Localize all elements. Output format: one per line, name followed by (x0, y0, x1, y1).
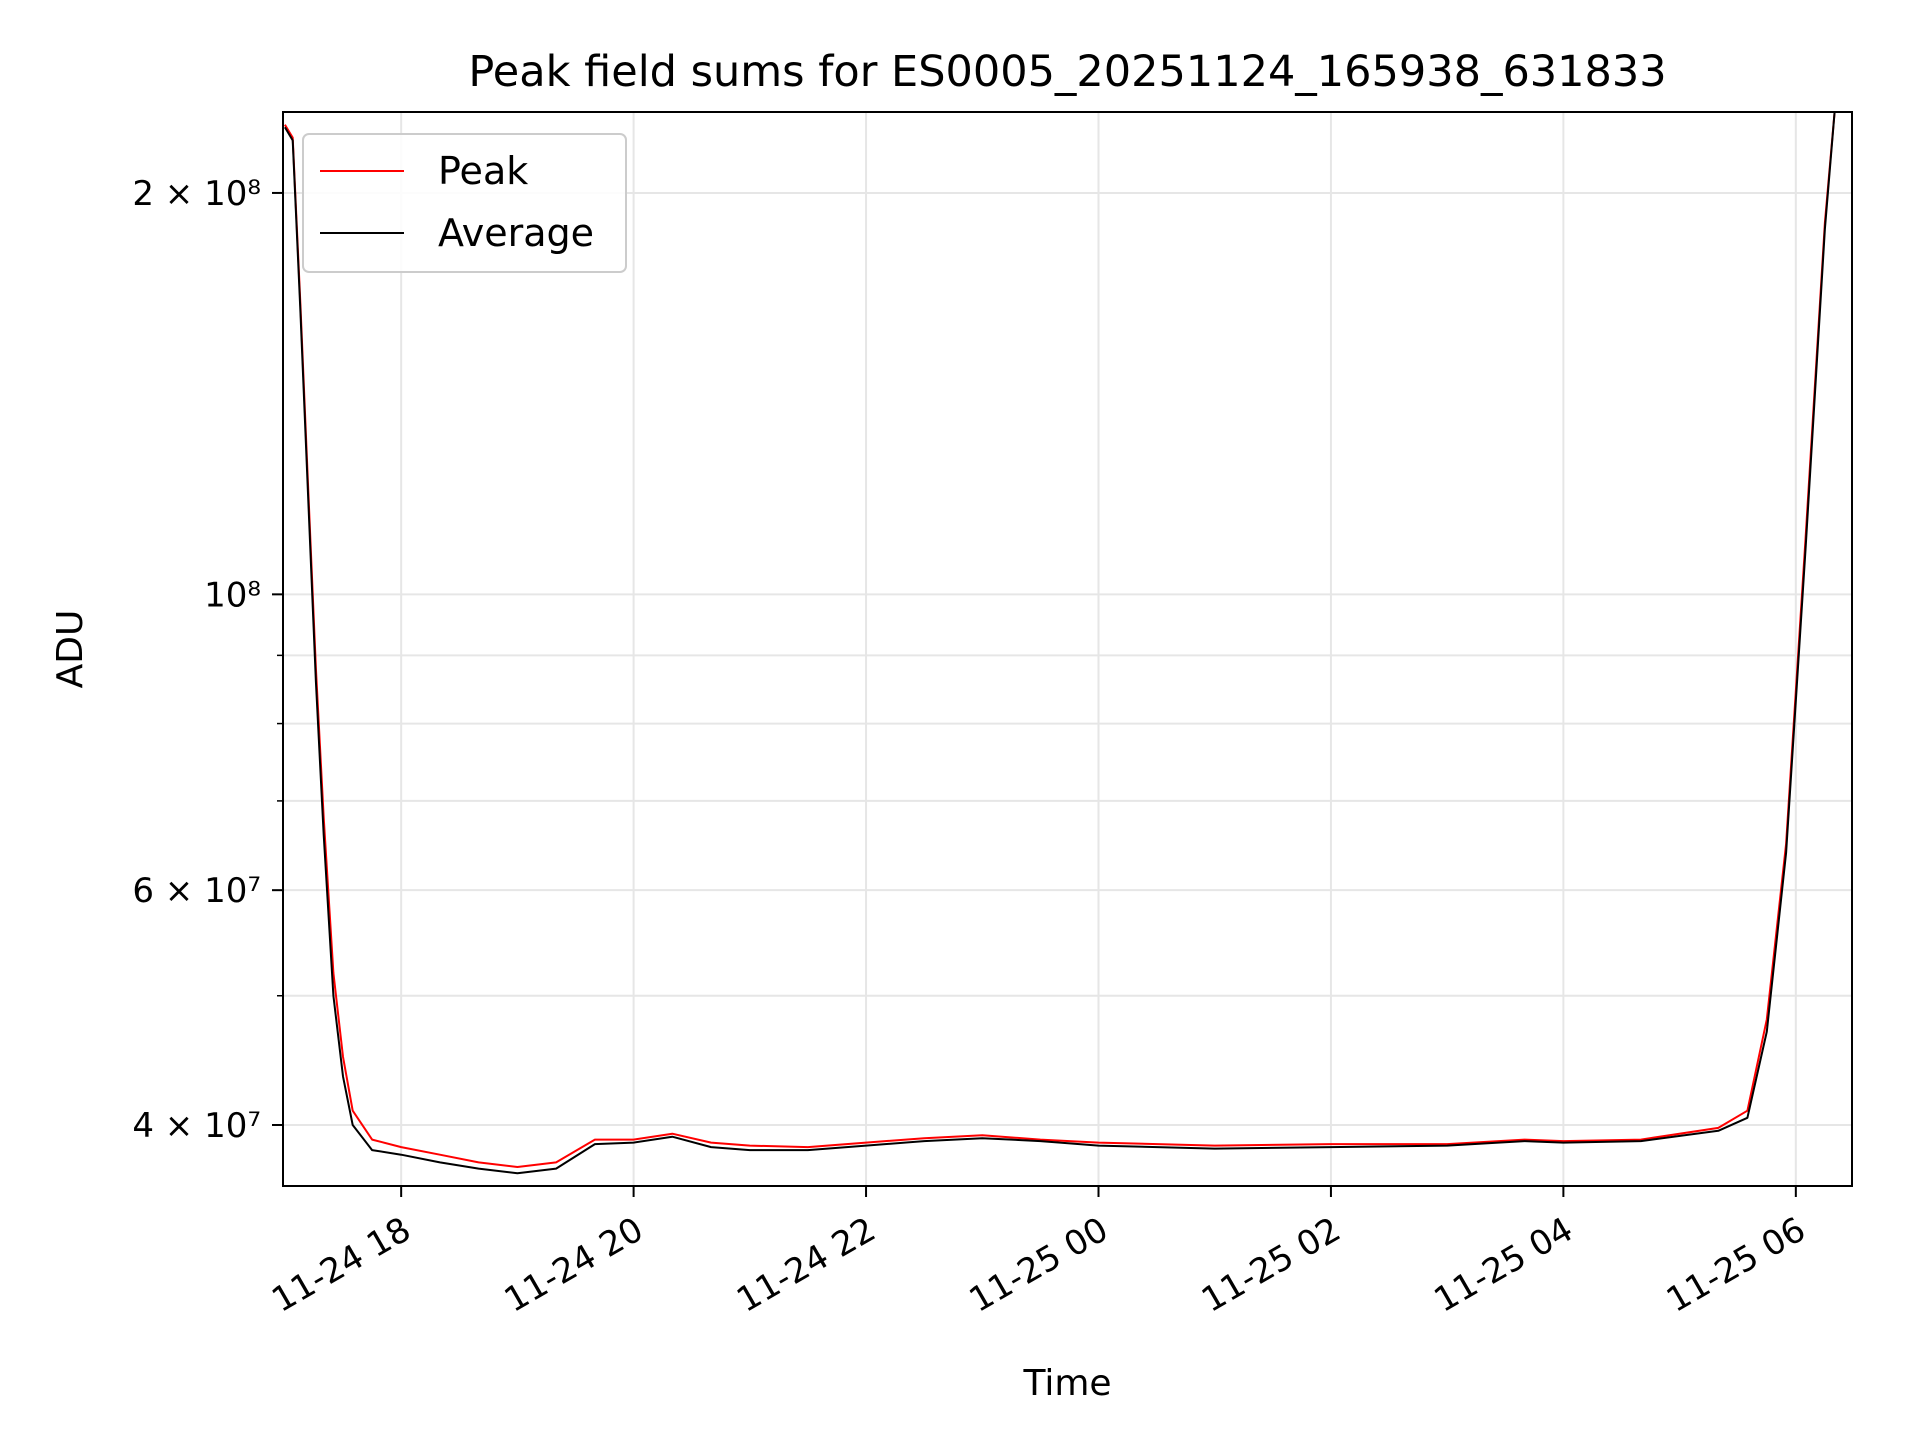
y-axis-label: ADU (50, 610, 91, 689)
series-line-average (284, 112, 1836, 1175)
series-lines (284, 112, 1836, 1175)
x-axis-label: Time (1022, 1363, 1111, 1404)
y-tick-label: 2 × 10⁸ (132, 174, 261, 214)
plot-area-frame (282, 111, 1853, 1187)
y-tick-label: 4 × 10⁷ (132, 1106, 261, 1146)
legend: Peak Average (302, 133, 627, 273)
legend-label-average: Average (438, 211, 594, 255)
y-tick-label: 10⁸ (204, 575, 261, 615)
chart-title: Peak field sums for ES0005_20251124_1659… (468, 47, 1666, 97)
legend-label-peak: Peak (438, 149, 528, 193)
legend-box (302, 133, 627, 273)
series-line-peak (284, 112, 1836, 1168)
y-tick-label: 6 × 10⁷ (132, 871, 261, 911)
